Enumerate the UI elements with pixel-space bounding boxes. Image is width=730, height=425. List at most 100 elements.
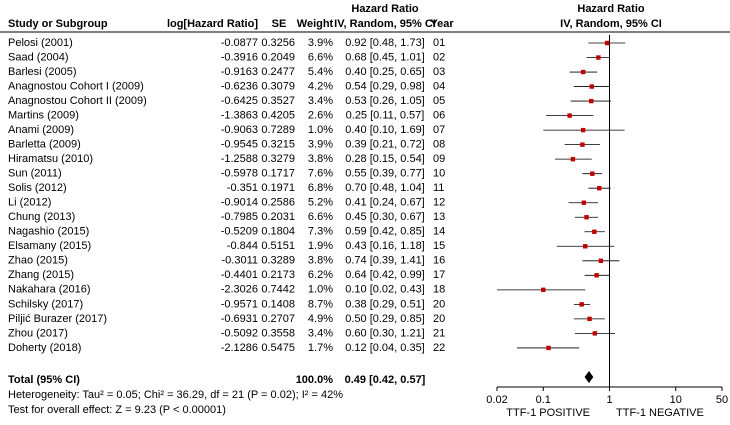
estimate — [594, 273, 599, 278]
weight: 7.6% — [308, 168, 333, 180]
ci: 0.40 [0.10, 1.69] — [345, 124, 425, 136]
ci: 0.59 [0.42, 0.85] — [345, 226, 425, 238]
study: Hiramatsu (2010) — [8, 153, 93, 165]
weight: 3.8% — [308, 255, 333, 267]
log-hr: -0.9545 — [221, 139, 258, 151]
axis-label-left: TTF-1 POSITIVE — [506, 407, 590, 419]
plot-title: Hazard Ratio — [577, 3, 645, 15]
estimate — [580, 127, 586, 133]
year: 10 — [433, 168, 445, 180]
weight: 4.9% — [308, 313, 333, 325]
study: Saad (2004) — [8, 51, 69, 63]
ci: 0.54 [0.29, 0.98] — [345, 80, 425, 92]
study: Solis (2012) — [8, 182, 67, 194]
column-header: Year — [430, 18, 454, 30]
column-header: Study or Subgroup — [8, 18, 108, 30]
weight: 6.6% — [308, 211, 333, 223]
se: 0.1717 — [261, 168, 295, 180]
log-hr: -1.2588 — [221, 153, 258, 165]
weight: 6.8% — [308, 182, 333, 194]
weight: 3.9% — [308, 139, 333, 151]
year: 12 — [433, 197, 445, 209]
estimate — [580, 69, 586, 75]
estimate — [580, 142, 585, 147]
study: Zhou (2017) — [8, 327, 68, 339]
log-hr: -0.7985 — [221, 211, 258, 223]
weight: 6.2% — [308, 269, 333, 281]
estimate — [581, 200, 587, 205]
ci: 0.53 [0.26, 1.05] — [345, 95, 425, 107]
year: 18 — [433, 284, 445, 296]
se: 0.5475 — [261, 342, 295, 354]
year: 22 — [433, 342, 445, 354]
study: Piljić Burazer (2017) — [8, 313, 107, 325]
estimate — [583, 244, 588, 249]
study: Barlesi (2005) — [8, 66, 76, 78]
study: Nagashio (2015) — [8, 226, 89, 238]
estimate — [604, 40, 610, 46]
ci: 0.39 [0.21, 0.72] — [345, 139, 425, 151]
log-hr: -0.844 — [227, 240, 258, 252]
log-hr: -0.5092 — [221, 327, 258, 339]
ci: 0.40 [0.25, 0.65] — [345, 66, 425, 78]
study: Doherty (2018) — [8, 342, 81, 354]
weight: 8.7% — [308, 298, 333, 310]
study: Pelosi (2001) — [8, 37, 73, 49]
ci: 0.38 [0.29, 0.51] — [345, 298, 425, 310]
estimate — [541, 287, 546, 293]
se: 0.2477 — [261, 66, 295, 78]
study: Nakahara (2016) — [8, 284, 91, 296]
estimate — [584, 215, 589, 220]
ci: 0.64 [0.42, 0.99] — [345, 269, 425, 281]
ci: 0.68 [0.45, 1.01] — [345, 51, 425, 63]
se: 0.7289 — [261, 124, 295, 136]
estimate — [592, 229, 597, 234]
log-hr: -0.0877 — [221, 37, 258, 49]
se: 0.2586 — [261, 197, 295, 209]
weight: 2.6% — [308, 110, 333, 122]
year: 17 — [433, 269, 445, 281]
year: 09 — [433, 153, 445, 165]
log-hr: -0.3916 — [221, 51, 258, 63]
weight: 3.9% — [308, 37, 333, 49]
estimate — [598, 258, 604, 263]
year: 02 — [433, 51, 445, 63]
total-diamond — [584, 371, 594, 383]
se: 0.3079 — [261, 80, 295, 92]
column-header: IV, Random, 95% CI — [334, 18, 436, 30]
study: Sun (2011) — [8, 168, 62, 180]
se: 0.3279 — [261, 153, 295, 165]
column-header: Hazard Ratio — [351, 3, 419, 15]
heterogeneity: Heterogeneity: Tau² = 0.05; Chi² = 36.29… — [8, 389, 343, 401]
ci: 0.12 [0.04, 0.35] — [345, 342, 425, 354]
se: 0.1408 — [261, 298, 295, 310]
study: Martins (2009) — [8, 110, 79, 122]
se: 0.2049 — [261, 51, 295, 63]
weight: 4.2% — [308, 80, 333, 92]
ci: 0.45 [0.30, 0.67] — [345, 211, 425, 223]
study: Anagnostou Cohort II (2009) — [8, 95, 147, 107]
ci: 0.92 [0.48, 1.73] — [345, 37, 425, 49]
column-header: SE — [272, 18, 287, 30]
se: 0.2031 — [261, 211, 295, 223]
study: Zhang (2015) — [8, 269, 74, 281]
se: 0.1804 — [261, 226, 295, 238]
log-hr: -0.6236 — [221, 80, 258, 92]
estimate — [589, 98, 594, 104]
x-tick-label: 50 — [716, 394, 728, 406]
log-hr: -0.351 — [227, 182, 258, 194]
se: 0.2707 — [261, 313, 295, 325]
se: 0.3527 — [261, 95, 295, 107]
weight: 5.2% — [308, 197, 333, 209]
log-hr: -1.3863 — [221, 110, 258, 122]
estimate — [596, 55, 601, 60]
log-hr: -0.4401 — [221, 269, 258, 281]
log-hr: -0.9571 — [221, 298, 258, 310]
estimate — [592, 331, 598, 336]
study: Schilsky (2017) — [8, 298, 83, 310]
se: 0.4205 — [261, 110, 295, 122]
estimate — [567, 113, 572, 118]
ci: 0.74 [0.39, 1.41] — [345, 255, 425, 267]
year: 05 — [433, 95, 445, 107]
